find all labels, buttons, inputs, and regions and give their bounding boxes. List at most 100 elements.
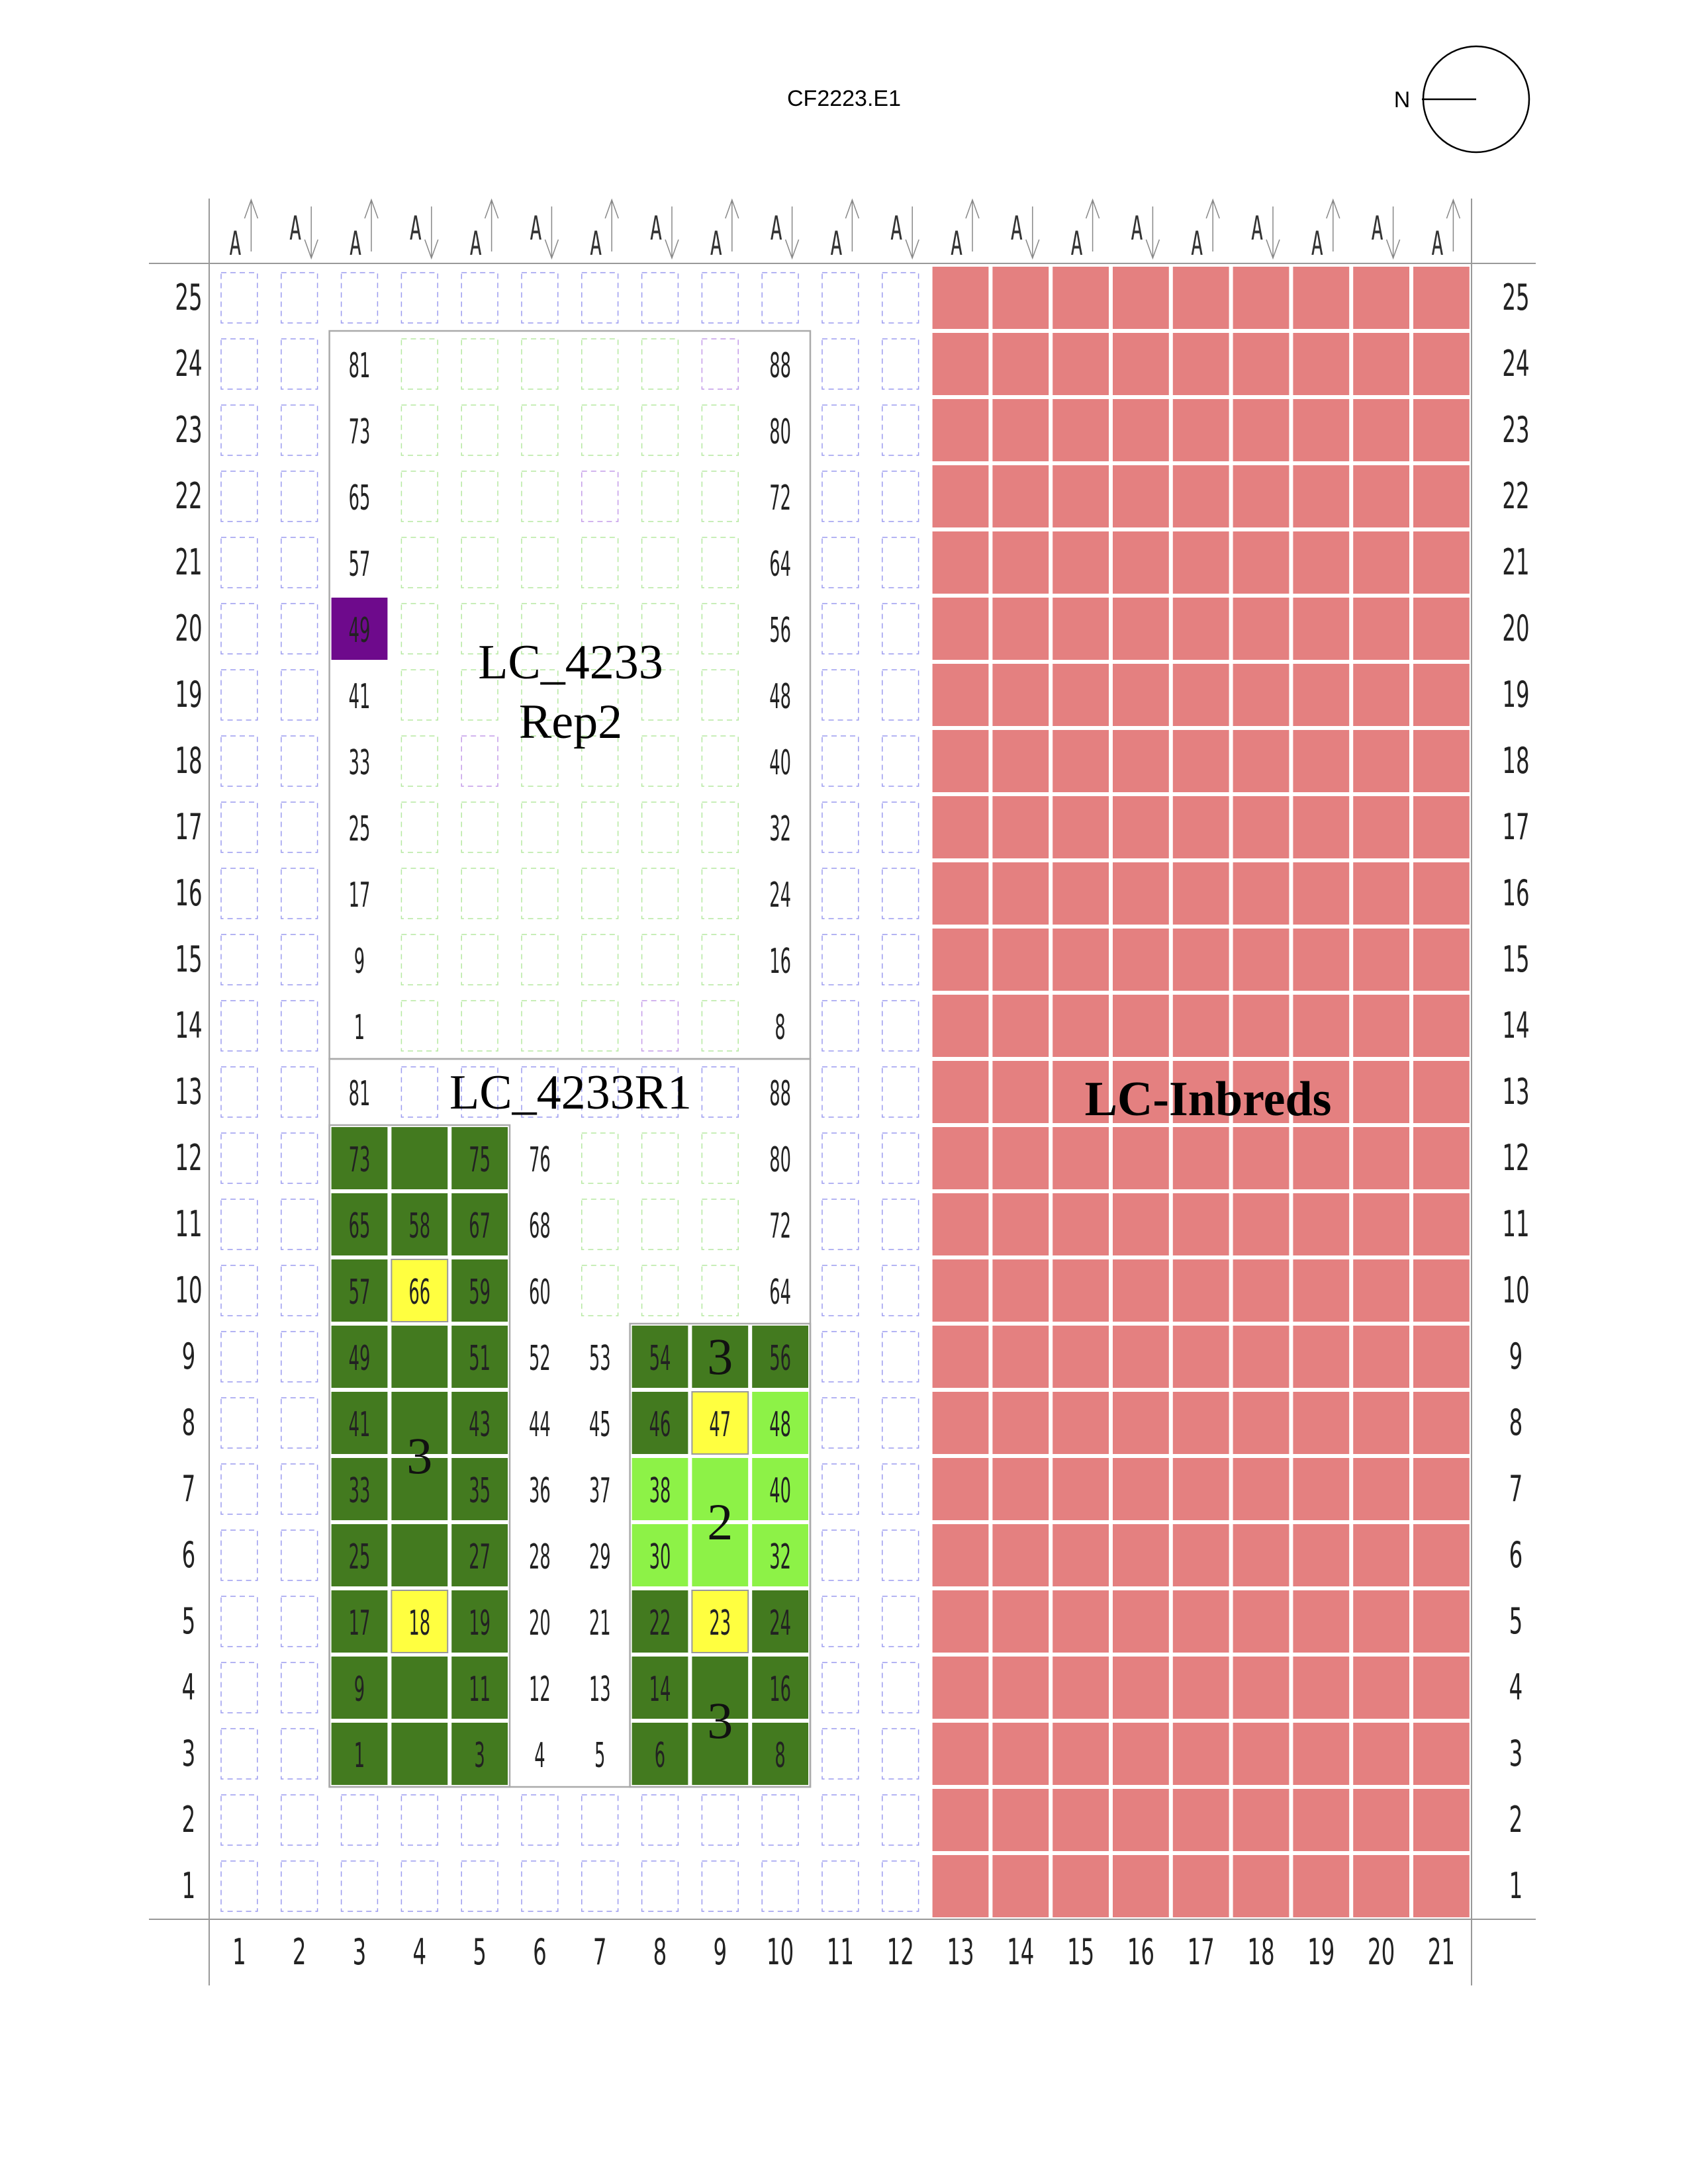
row-label-right: 8 [1509,1402,1523,1443]
plot-number: 88 [769,345,791,386]
empty-plot [521,404,559,456]
inbred-plot [1413,1524,1470,1586]
empty-plot [821,934,859,985]
inbred-plot [1353,1061,1409,1123]
inbred-plot [1053,465,1109,527]
inbred-plot [932,929,989,991]
inbred-plot [1233,399,1289,461]
dark-green-plot [632,1657,688,1719]
yellow-plot [391,1259,449,1322]
empty-plot [882,1794,919,1846]
empty-plot [220,603,258,655]
inbred-plot [1113,267,1169,329]
column-label: 2 [293,1932,306,1973]
alley-letter: A [951,224,962,263]
row-label-left: 18 [175,741,202,782]
inbred-plot [1113,995,1169,1057]
arrow-down-icon [1385,206,1401,260]
inbred-plot [1413,1127,1470,1189]
empty-plot [581,1794,619,1846]
empty-plot [400,471,438,522]
dark-green-plot [391,1326,448,1388]
inbred-plot [932,730,989,792]
inbred-plot [1053,1061,1109,1123]
inbred-plot [1172,1855,1229,1917]
column-label: 11 [827,1932,854,1973]
compass: N [1394,45,1530,154]
inbred-plot [1353,1789,1409,1851]
group-number: 3 [406,1427,432,1484]
empty-plot [821,1662,859,1713]
rep2-label-line1: LC_4233 [478,635,663,690]
compass-north-label: N [1394,87,1411,113]
dark-green-plot [632,1392,688,1454]
inbred-plot [1053,399,1109,461]
inbred-plot [932,1657,989,1719]
empty-plot [400,338,438,390]
plot-number: 25 [349,809,371,849]
empty-plot [821,404,859,456]
empty-plot [701,338,739,390]
inbred-plot [1293,730,1350,792]
inbred-plot [1413,598,1470,660]
arrow-down-icon [304,206,318,260]
empty-plot [400,1794,438,1846]
row-label-right: 11 [1502,1204,1529,1245]
empty-plot [281,934,318,985]
dark-green-plot [391,1392,448,1454]
empty-plot [220,1662,258,1713]
empty-plot [701,1066,739,1118]
inbred-plot [1053,995,1109,1057]
empty-plot [641,1066,679,1118]
inbred-plot [992,598,1049,660]
inbred-plot [1413,1789,1470,1851]
plot-number: 24 [769,1603,791,1643]
column-label: 20 [1368,1932,1395,1973]
row-label-right: 16 [1502,873,1529,914]
plot-number: 75 [469,1140,491,1180]
empty-plot [461,603,498,655]
inbred-plot [1233,796,1289,858]
inbred-plot [1413,664,1470,726]
plot-number: 36 [529,1471,551,1511]
inbred-plot [1113,862,1169,925]
inbred-plot [1293,399,1350,461]
alley-letter: A [830,224,842,263]
dark-green-plot [752,1723,808,1785]
empty-plot [882,1132,919,1184]
empty-plot [220,1132,258,1184]
plot-number: 64 [769,1272,791,1312]
empty-plot [882,603,919,655]
dark-green-plot [391,1723,448,1785]
row-label-left: 21 [175,542,202,583]
plot-number: 73 [349,1140,371,1180]
alley-letter: A [1311,224,1323,263]
inbred-plot [1293,1127,1350,1189]
inbred-plot [1353,1127,1409,1189]
inbred-plot [1293,267,1350,329]
rep2-label-line2: Rep2 [519,695,622,749]
column-label: 16 [1127,1932,1154,1973]
empty-plot [220,1596,258,1647]
group-number: 3 [707,1328,733,1385]
inbred-plot [1233,333,1289,395]
empty-plot [461,1794,498,1846]
empty-plot [281,471,318,522]
plot-number: 8 [774,1007,785,1048]
row-label-left: 12 [175,1138,202,1179]
inbred-plot [992,796,1049,858]
inbred-plot [1233,995,1289,1057]
empty-plot [581,1199,619,1250]
inbred-plot [1413,1193,1470,1255]
dark-green-plot [752,1326,808,1388]
empty-plot [641,934,679,985]
empty-plot [821,669,859,721]
inbred-plot [1053,1789,1109,1851]
arrow-down-icon [544,206,559,260]
inbred-plot [1413,929,1470,991]
inbred-plot [1353,1392,1409,1454]
yellow-plot [691,1391,749,1455]
empty-plot [461,735,498,787]
empty-plot [641,471,679,522]
inbred-plot [992,995,1049,1057]
